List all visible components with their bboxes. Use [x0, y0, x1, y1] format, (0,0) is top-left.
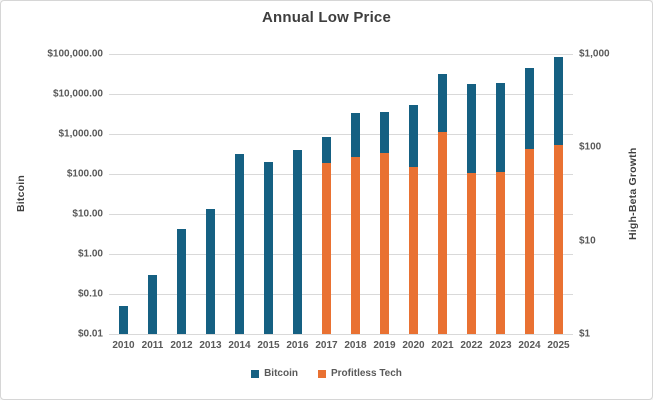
right-axis-tick-label: $1: [579, 328, 591, 340]
right-axis-tick-label: $100: [579, 141, 602, 153]
bar-profitless-tech-2017[interactable]: [322, 163, 331, 334]
bar-bitcoin-2013[interactable]: [206, 209, 215, 334]
gridline: [109, 174, 573, 175]
bar-bitcoin-2015[interactable]: [264, 162, 273, 334]
bar-profitless-tech-2018[interactable]: [351, 156, 360, 334]
bar-profitless-tech-2024[interactable]: [525, 149, 534, 334]
bitcoin-legend-swatch-icon: [251, 369, 260, 378]
legend-label: Bitcoin: [264, 368, 298, 379]
x-axis-label: 2014: [228, 340, 251, 351]
bar-profitless-tech-2020[interactable]: [409, 166, 418, 334]
x-axis-label: 2017: [315, 340, 338, 351]
bar-bitcoin-2016[interactable]: [293, 150, 302, 334]
legend-item-bitcoin[interactable]: Bitcoin: [251, 368, 298, 379]
left-axis-tick-label: $100,000.00: [47, 48, 103, 60]
gridline: [109, 214, 573, 215]
gridline: [109, 94, 573, 95]
left-axis-tick-label: $1,000.00: [58, 128, 104, 140]
x-axis-label: 2023: [489, 340, 512, 351]
bar-profitless-tech-2022[interactable]: [467, 173, 476, 334]
left-axis-tick-label: $1.00: [77, 248, 103, 260]
x-axis-label: 2011: [141, 340, 164, 351]
x-axis-label: 2022: [460, 340, 483, 351]
x-axis-label: 2019: [373, 340, 396, 351]
x-axis-label: 2021: [431, 340, 454, 351]
bar-profitless-tech-2021[interactable]: [438, 131, 447, 334]
left-axis-tick-label: $0.10: [77, 288, 103, 300]
profitless-tech-legend-swatch-icon: [317, 369, 326, 378]
x-axis-label: 2020: [402, 340, 425, 351]
right-axis-tick-label: $1,000: [579, 48, 610, 60]
x-axis-label: 2016: [286, 340, 309, 351]
x-axis-label: 2010: [112, 340, 135, 351]
left-axis-tick-label: $0.01: [77, 328, 103, 340]
legend: Bitcoin Profitless Tech: [1, 368, 652, 379]
x-axis-label: 2025: [547, 340, 570, 351]
chart-title: Annual Low Price: [261, 9, 392, 26]
x-axis-label: 2012: [170, 340, 193, 351]
right-axis-title: High-Beta Growth: [627, 147, 639, 241]
left-axis-tick-label: $10.00: [72, 208, 103, 220]
x-axis-label: 2024: [518, 340, 541, 351]
bar-bitcoin-2010[interactable]: [119, 306, 128, 334]
x-axis-label: 2015: [257, 340, 280, 351]
left-axis-title: Bitcoin: [15, 175, 27, 213]
right-axis-tick-label: $10: [579, 235, 596, 247]
gridline: [109, 54, 573, 55]
bar-bitcoin-2012[interactable]: [177, 229, 186, 334]
gridline: [109, 294, 573, 295]
left-axis-tick-label: $100.00: [66, 168, 103, 180]
gridline: [109, 134, 573, 135]
bar-bitcoin-2011[interactable]: [148, 274, 157, 334]
x-axis-label: 2018: [344, 340, 367, 351]
legend-item-profitless-tech[interactable]: Profitless Tech: [317, 368, 402, 379]
x-axis-label: 2013: [199, 340, 222, 351]
left-axis-tick-label: $10,000.00: [52, 88, 103, 100]
x-axis-line: [109, 334, 573, 335]
gridline: [109, 254, 573, 255]
bar-bitcoin-2014[interactable]: [235, 153, 244, 334]
legend-label: Profitless Tech: [330, 368, 402, 379]
bar-profitless-tech-2019[interactable]: [380, 153, 389, 334]
bar-profitless-tech-2025[interactable]: [554, 145, 563, 334]
bar-profitless-tech-2023[interactable]: [496, 171, 505, 334]
